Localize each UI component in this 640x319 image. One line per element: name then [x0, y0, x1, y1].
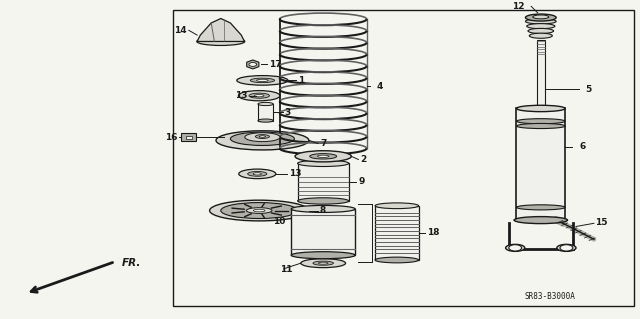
Text: 17: 17 [269, 60, 282, 69]
Ellipse shape [221, 203, 298, 219]
Ellipse shape [529, 33, 552, 38]
Ellipse shape [291, 205, 355, 212]
Ellipse shape [319, 262, 328, 264]
Circle shape [509, 245, 522, 251]
Ellipse shape [238, 91, 280, 101]
Ellipse shape [253, 209, 265, 212]
Ellipse shape [244, 133, 280, 142]
Polygon shape [197, 19, 244, 41]
Polygon shape [246, 60, 259, 69]
Ellipse shape [237, 76, 288, 85]
Ellipse shape [375, 257, 419, 263]
Ellipse shape [197, 38, 244, 46]
Bar [537, 40, 545, 108]
Text: 2: 2 [360, 155, 367, 164]
Ellipse shape [527, 24, 555, 29]
Ellipse shape [525, 19, 556, 24]
Ellipse shape [253, 173, 262, 175]
Ellipse shape [310, 154, 337, 159]
Text: 8: 8 [320, 206, 326, 215]
Text: 11: 11 [280, 265, 292, 274]
Text: 13: 13 [289, 169, 302, 178]
Ellipse shape [506, 244, 525, 251]
Ellipse shape [248, 171, 267, 176]
Circle shape [560, 245, 573, 251]
Text: 13: 13 [235, 91, 248, 100]
Bar [516, 108, 565, 220]
Text: 14: 14 [174, 26, 187, 35]
Ellipse shape [216, 131, 308, 150]
Ellipse shape [254, 94, 264, 97]
Bar [258, 104, 273, 121]
Ellipse shape [210, 200, 309, 221]
Ellipse shape [239, 169, 276, 179]
Ellipse shape [557, 244, 576, 251]
Ellipse shape [291, 252, 355, 259]
Ellipse shape [516, 105, 565, 112]
Ellipse shape [298, 160, 349, 167]
Ellipse shape [375, 203, 419, 209]
Ellipse shape [257, 79, 268, 82]
Ellipse shape [250, 78, 275, 83]
Ellipse shape [532, 15, 548, 19]
Text: 10: 10 [273, 217, 285, 226]
Ellipse shape [255, 135, 269, 138]
Text: 15: 15 [595, 218, 608, 227]
Text: 7: 7 [320, 139, 326, 148]
Bar [186, 136, 192, 139]
Bar [181, 133, 196, 141]
Bar [298, 163, 349, 201]
Bar [173, 10, 634, 306]
Ellipse shape [516, 123, 565, 129]
Text: 18: 18 [428, 228, 440, 237]
Ellipse shape [516, 119, 565, 124]
Bar [375, 206, 419, 260]
Ellipse shape [258, 102, 273, 106]
Ellipse shape [259, 136, 266, 137]
Ellipse shape [516, 205, 565, 210]
Ellipse shape [313, 261, 333, 265]
Text: 6: 6 [579, 142, 586, 151]
Ellipse shape [258, 119, 273, 122]
Text: 1: 1 [298, 76, 304, 85]
Text: 5: 5 [586, 85, 592, 94]
Text: 9: 9 [358, 177, 365, 186]
Ellipse shape [514, 217, 568, 224]
Ellipse shape [317, 155, 329, 158]
Ellipse shape [528, 28, 554, 33]
Ellipse shape [301, 259, 346, 268]
Ellipse shape [246, 208, 272, 213]
Text: 16: 16 [164, 133, 177, 142]
Ellipse shape [298, 198, 349, 204]
Ellipse shape [525, 14, 556, 21]
Ellipse shape [249, 93, 269, 98]
Ellipse shape [295, 151, 351, 162]
Text: 3: 3 [285, 108, 291, 117]
Text: FR.: FR. [122, 258, 141, 268]
Bar [291, 209, 355, 255]
Text: SR83-B3000A: SR83-B3000A [525, 293, 575, 301]
Text: 4: 4 [376, 82, 383, 91]
Text: 12: 12 [512, 2, 525, 11]
Circle shape [249, 63, 257, 66]
Ellipse shape [230, 132, 294, 145]
